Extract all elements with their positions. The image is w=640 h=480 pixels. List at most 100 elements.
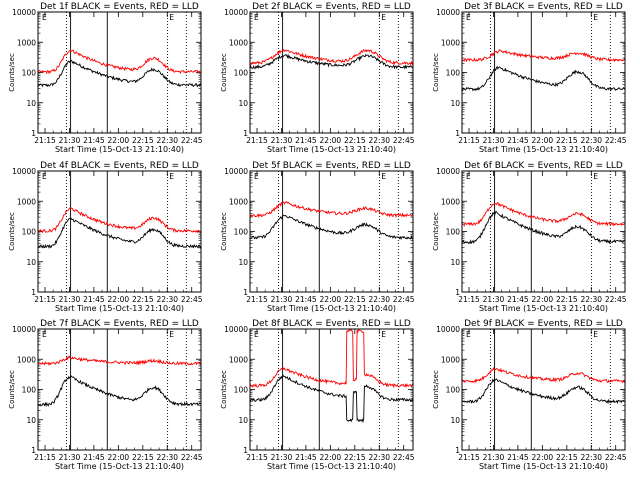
panel-title: Det 6f BLACK = Events, RED = LLD — [464, 161, 623, 171]
y-tick-label: 10000 — [436, 325, 460, 334]
x-tick-label: 22:15 — [344, 136, 366, 145]
x-tick-label: 21:45 — [295, 453, 317, 462]
y-tick-label: 100 — [446, 69, 461, 78]
y-tick-label: 1 — [243, 446, 248, 455]
x-tick-label: 22:45 — [605, 136, 627, 145]
y-tick-label: 100 — [446, 228, 461, 237]
y-tick-label: 10 — [238, 416, 248, 425]
series-events-line — [249, 214, 413, 241]
x-tick-label: 21:30 — [271, 295, 293, 304]
x-tick-label: 22:30 — [368, 453, 390, 462]
x-tick-label: 22:00 — [320, 136, 342, 145]
x-tick-label: 21:30 — [483, 295, 505, 304]
x-tick-label: 21:15 — [246, 136, 268, 145]
x-tick-label: 22:45 — [605, 453, 627, 462]
panel-det-3: Det 3f BLACK = Events, RED = LLD 1 10 100 10… — [432, 2, 627, 154]
y-tick-label: 1000 — [229, 355, 248, 364]
series-events-line — [461, 65, 626, 92]
panel-title: Det 8f BLACK = Events, RED = LLD — [252, 319, 411, 329]
y-tick-label: 100 — [234, 69, 249, 78]
x-tick-label: 21:30 — [59, 453, 81, 462]
panel-det-4: Det 4f BLACK = Events, RED = LLD 1 10 100 10… — [8, 161, 203, 313]
series-lld-line — [461, 201, 626, 227]
x-axis-label: Start Time (15-Oct-13 21:10:40) — [479, 145, 608, 154]
panel-det-7: Det 7f BLACK = Events, RED = LLD 1 10 100 10… — [8, 319, 203, 471]
x-tick-label: 21:15 — [34, 136, 56, 145]
panel-det-9: Det 9f BLACK = Events, RED = LLD 1 10 100 10… — [432, 319, 627, 471]
y-axis-label: Counts/sec — [8, 370, 16, 409]
series-events-line — [461, 211, 625, 245]
x-tick-label: 22:00 — [320, 453, 342, 462]
series-lld-line — [461, 49, 626, 63]
panel-title: Det 9f BLACK = Events, RED = LLD — [464, 319, 623, 329]
series-lld-line — [37, 355, 202, 366]
x-tick-label: 22:15 — [556, 136, 578, 145]
series-events-line — [249, 53, 414, 70]
y-tick-label: 1 — [31, 129, 36, 138]
x-tick-label: 21:30 — [271, 453, 293, 462]
x-tick-label: 22:00 — [108, 136, 130, 145]
corner-mark-right: E — [593, 13, 598, 22]
x-tick-label: 22:30 — [156, 136, 178, 145]
corner-mark-left: E — [42, 13, 47, 22]
x-tick-label: 22:15 — [132, 136, 154, 145]
y-tick-label: 10000 — [12, 8, 36, 17]
x-tick-label: 22:00 — [532, 295, 554, 304]
corner-mark-right: E — [593, 172, 598, 181]
y-tick-label: 1 — [243, 129, 248, 138]
x-tick-label: 21:15 — [34, 453, 56, 462]
x-tick-label: 21:15 — [458, 295, 480, 304]
x-tick-label: 22:45 — [393, 453, 415, 462]
y-tick-label: 1000 — [441, 38, 460, 47]
y-tick-label: 10000 — [436, 8, 460, 17]
series-lld-line — [461, 366, 626, 384]
x-tick-label: 22:30 — [580, 136, 602, 145]
y-tick-label: 1 — [31, 446, 36, 455]
x-tick-label: 21:30 — [483, 453, 505, 462]
x-tick-label: 22:30 — [156, 295, 178, 304]
x-tick-label: 21:30 — [59, 295, 81, 304]
corner-mark-right: E — [593, 330, 598, 339]
x-tick-label: 22:45 — [181, 453, 203, 462]
corner-mark-right: E — [381, 330, 386, 339]
x-tick-label: 21:45 — [507, 295, 529, 304]
x-tick-label: 22:30 — [368, 136, 390, 145]
corner-mark-left: E — [466, 172, 471, 181]
corner-mark-left: E — [254, 13, 259, 22]
corner-mark-right: E — [381, 13, 386, 22]
plot-frame — [249, 170, 414, 293]
y-tick-label: 10000 — [12, 167, 36, 176]
y-axis-label: Counts/sec — [220, 212, 228, 251]
x-tick-label: 22:15 — [132, 453, 154, 462]
plot-frame — [249, 11, 414, 134]
plot-frame — [461, 328, 626, 451]
x-tick-label: 21:30 — [59, 136, 81, 145]
y-tick-label: 10000 — [436, 167, 460, 176]
x-axis-label: Start Time (15-Oct-13 21:10:40) — [55, 145, 184, 154]
x-tick-label: 21:45 — [507, 136, 529, 145]
y-tick-label: 10000 — [12, 325, 36, 334]
panel-title: Det 2f BLACK = Events, RED = LLD — [252, 2, 411, 12]
x-tick-label: 21:45 — [295, 136, 317, 145]
panel-title: Det 4f BLACK = Events, RED = LLD — [40, 161, 199, 171]
y-tick-label: 10 — [238, 258, 248, 267]
plot-frame — [461, 11, 626, 134]
x-tick-label: 21:30 — [483, 136, 505, 145]
y-tick-label: 10 — [26, 258, 36, 267]
x-tick-label: 22:45 — [605, 295, 627, 304]
y-tick-label: 10 — [450, 258, 460, 267]
plot-frame — [37, 328, 202, 451]
corner-mark-left: E — [42, 330, 47, 339]
series-lld-line — [37, 207, 202, 234]
y-tick-label: 100 — [22, 386, 37, 395]
corner-mark-right: E — [169, 172, 174, 181]
series-lld-line — [250, 48, 414, 66]
x-tick-label: 22:00 — [108, 453, 130, 462]
x-tick-label: 21:45 — [83, 136, 105, 145]
plot-frame — [37, 11, 202, 134]
y-tick-label: 1 — [31, 288, 36, 297]
y-tick-label: 10 — [450, 416, 460, 425]
series-lld-line — [249, 201, 414, 219]
y-axis-label: Counts/sec — [220, 53, 228, 92]
y-tick-label: 100 — [234, 228, 249, 237]
